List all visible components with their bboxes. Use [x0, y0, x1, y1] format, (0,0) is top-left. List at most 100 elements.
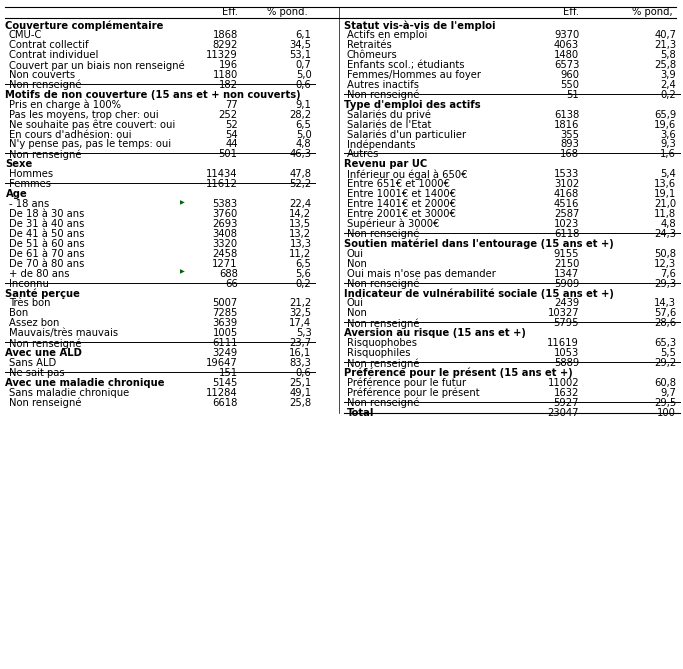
Text: De 51 à 60 ans: De 51 à 60 ans — [9, 239, 85, 249]
Text: 2458: 2458 — [212, 249, 238, 259]
Text: 893: 893 — [560, 140, 579, 149]
Text: 21,0: 21,0 — [654, 199, 676, 209]
Text: Ne sait pas: Ne sait pas — [9, 368, 64, 378]
Text: 4516: 4516 — [554, 199, 579, 209]
Text: 1,6: 1,6 — [660, 149, 676, 159]
Text: 550: 550 — [560, 80, 579, 90]
Text: 13,3: 13,3 — [290, 239, 311, 249]
Text: 5383: 5383 — [212, 199, 238, 209]
Text: 22,4: 22,4 — [290, 199, 311, 209]
Text: Assez bon: Assez bon — [9, 318, 59, 328]
Text: CMU-C: CMU-C — [9, 30, 42, 40]
Text: Risquophobes: Risquophobes — [347, 339, 417, 348]
Text: 24,3: 24,3 — [654, 229, 676, 239]
Text: 21,2: 21,2 — [289, 298, 311, 308]
Text: Risquophiles: Risquophiles — [347, 348, 410, 358]
Text: Très bon: Très bon — [9, 298, 51, 308]
Text: Eff.: Eff. — [563, 7, 579, 17]
Text: 29,3: 29,3 — [654, 278, 676, 288]
Text: 252: 252 — [219, 110, 238, 120]
Text: Mauvais/très mauvais: Mauvais/très mauvais — [9, 328, 118, 339]
Text: Couvert par un biais non renseigné: Couvert par un biais non renseigné — [9, 60, 184, 70]
Text: 11,2: 11,2 — [289, 249, 311, 259]
Text: 2150: 2150 — [554, 259, 579, 269]
Text: 6,1: 6,1 — [296, 30, 311, 40]
Text: 53,1: 53,1 — [290, 50, 311, 60]
Text: 13,5: 13,5 — [290, 219, 311, 229]
Text: 5909: 5909 — [554, 278, 579, 288]
Text: 501: 501 — [219, 149, 238, 159]
Text: 11434: 11434 — [206, 169, 238, 179]
Text: 29,2: 29,2 — [654, 358, 676, 368]
Text: Non renseigné: Non renseigné — [347, 398, 419, 408]
Text: De 31 à 40 ans: De 31 à 40 ans — [9, 219, 84, 229]
Text: 3,9: 3,9 — [660, 70, 676, 80]
Text: Contrat collectif: Contrat collectif — [9, 40, 89, 50]
Text: Non renseigné: Non renseigné — [347, 90, 419, 100]
Text: 0,2: 0,2 — [660, 90, 676, 100]
Text: 46,3: 46,3 — [290, 149, 311, 159]
Text: 3760: 3760 — [212, 209, 238, 219]
Text: 5,4: 5,4 — [660, 169, 676, 179]
Text: Femmes: Femmes — [9, 179, 51, 189]
Text: 17,4: 17,4 — [290, 318, 311, 328]
Text: 3249: 3249 — [212, 348, 238, 358]
Text: 688: 688 — [219, 269, 238, 279]
Text: 151: 151 — [219, 368, 238, 378]
Text: 3,6: 3,6 — [660, 130, 676, 140]
Text: Non renseigné: Non renseigné — [347, 318, 419, 329]
Text: 5927: 5927 — [554, 398, 579, 408]
Text: Non: Non — [347, 259, 367, 269]
Text: 28,2: 28,2 — [290, 110, 311, 120]
Text: 52,2: 52,2 — [289, 179, 311, 189]
Text: Préférence pour le futur: Préférence pour le futur — [347, 378, 466, 389]
Text: 1271: 1271 — [212, 259, 238, 269]
Text: 28,6: 28,6 — [654, 318, 676, 328]
Text: Avec une maladie chronique: Avec une maladie chronique — [5, 378, 165, 388]
Text: Oui mais n'ose pas demander: Oui mais n'ose pas demander — [347, 269, 496, 279]
Text: 5,8: 5,8 — [660, 50, 676, 60]
Text: 5889: 5889 — [554, 358, 579, 368]
Text: 6138: 6138 — [554, 110, 579, 120]
Text: Enfants scol.; étudiants: Enfants scol.; étudiants — [347, 60, 464, 70]
Text: 6118: 6118 — [554, 229, 579, 239]
Text: Non renseigné: Non renseigné — [9, 339, 81, 349]
Text: 11619: 11619 — [547, 339, 579, 348]
Text: Soutien matériel dans l'entourage (15 ans et +): Soutien matériel dans l'entourage (15 an… — [344, 239, 613, 250]
Text: 1816: 1816 — [554, 120, 579, 130]
Text: 7285: 7285 — [212, 308, 238, 318]
Text: 5795: 5795 — [554, 318, 579, 328]
Text: Entre 1401€ et 2000€: Entre 1401€ et 2000€ — [347, 199, 456, 209]
Text: Revenu par UC: Revenu par UC — [344, 159, 427, 169]
Text: 54: 54 — [225, 130, 238, 140]
Text: 9,7: 9,7 — [660, 388, 676, 398]
Text: 0,2: 0,2 — [296, 278, 311, 288]
Text: Chômeurs: Chômeurs — [347, 50, 398, 60]
Text: 50,8: 50,8 — [654, 249, 676, 259]
Text: Salariés d'un particulier: Salariés d'un particulier — [347, 130, 466, 140]
Text: + de 80 ans: + de 80 ans — [9, 269, 70, 279]
Text: Statut vis-à-vis de l'emploi: Statut vis-à-vis de l'emploi — [344, 20, 495, 31]
Text: 25,1: 25,1 — [289, 378, 311, 388]
Text: 32,5: 32,5 — [290, 308, 311, 318]
Text: 47,8: 47,8 — [290, 169, 311, 179]
Text: 60,8: 60,8 — [654, 378, 676, 388]
Text: Non renseigné: Non renseigné — [9, 80, 81, 90]
Text: 29,5: 29,5 — [654, 398, 676, 408]
Text: Santé perçue: Santé perçue — [5, 288, 81, 299]
Text: 16,1: 16,1 — [289, 348, 311, 358]
Text: 1053: 1053 — [554, 348, 579, 358]
Text: Inconnu: Inconnu — [9, 278, 48, 288]
Text: % pond,: % pond, — [632, 7, 673, 17]
Text: 1632: 1632 — [554, 388, 579, 398]
Text: De 61 à 70 ans: De 61 à 70 ans — [9, 249, 85, 259]
Text: Sans maladie chronique: Sans maladie chronique — [9, 388, 129, 398]
Text: Inférieur ou égal à 650€: Inférieur ou égal à 650€ — [347, 169, 467, 180]
Text: Non renseigné: Non renseigné — [347, 229, 419, 240]
Text: Préférence pour le présent: Préférence pour le présent — [347, 388, 479, 398]
Text: Autres: Autres — [347, 149, 379, 159]
Text: Non couverts: Non couverts — [9, 70, 75, 80]
Text: 3639: 3639 — [212, 318, 238, 328]
Text: 11284: 11284 — [206, 388, 238, 398]
Text: De 41 à 50 ans: De 41 à 50 ans — [9, 229, 85, 239]
